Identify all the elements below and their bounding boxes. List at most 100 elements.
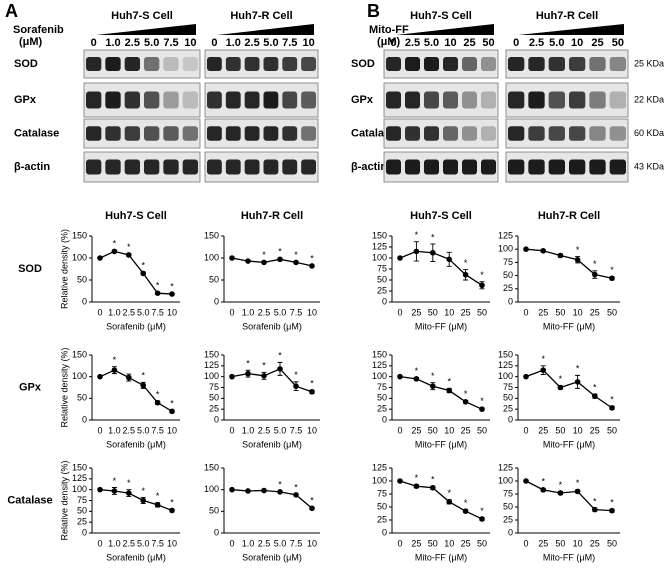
x-tick-label: 2.5 [123,425,136,435]
blot-band [182,91,198,109]
x-tick-label: 5.0 [137,538,150,548]
dose-label: 1.0 [226,37,241,49]
data-point [413,248,420,255]
significance-mark: * [576,245,580,255]
x-axis-label: Sorafenib (μM) [242,439,302,449]
blot-band [144,91,160,109]
size-label: 25 KDa [634,58,664,68]
data-line [525,480,613,512]
blot-background [83,151,201,183]
y-tick-label: 100 [72,371,87,381]
significance-mark: * [156,491,160,501]
y-tick-label: 25 [503,514,513,524]
cell-header: Huh7-R Cell [536,10,598,22]
size-label: 22 KDa [634,94,664,104]
y-tick-label: 100 [372,371,387,381]
significance-mark: * [278,479,282,489]
dose-label: 7.5 [282,37,297,49]
blot-band [609,159,626,175]
dose-label: 5.0 [144,37,159,49]
y-tick-label: 125 [372,241,387,251]
blot-band [244,91,260,109]
data-point [140,382,146,389]
significance-mark: * [278,351,282,361]
blot-band [508,91,525,109]
significance-mark: * [310,378,314,388]
blot-band [424,91,439,109]
blot-band [225,159,241,175]
significance-mark: * [310,253,314,263]
blot-background [383,49,499,79]
x-tick-label: 0 [97,425,102,435]
significance-mark: * [610,497,614,507]
x-tick-label: 10 [307,307,317,317]
blot-background [204,151,319,183]
y-tick-label: 50 [503,501,513,511]
data-point [245,258,251,264]
y-tick-label: 100 [204,252,219,262]
blot-band [508,57,525,71]
significance-mark: * [170,498,174,508]
blot-band [182,159,198,175]
data-point [261,373,267,379]
significance-mark: * [593,496,597,506]
y-tick-label: 0 [382,296,387,306]
blot-band [462,126,477,141]
size-label: 60 KDa [634,128,664,138]
significance-mark: * [262,250,266,260]
data-point [126,374,132,381]
x-tick-label: 25 [411,307,421,317]
y-tick-label: 25 [377,285,387,295]
significance-mark: * [246,359,250,369]
dose-wedge [217,24,314,35]
dose-label: 1.0 [105,37,120,49]
significance-mark: * [415,366,419,376]
significance-mark: * [464,258,468,268]
significance-mark: * [278,246,282,256]
y-tick-label: 125 [372,462,387,472]
blot-band [481,91,496,109]
blot-band [124,159,140,175]
x-axis-label: Sorafenib (μM) [242,321,302,331]
chart-title: Huh7-S Cell [105,210,167,222]
x-tick-label: 1.0 [108,307,121,317]
data-point [169,408,175,415]
x-tick-label: 25 [538,307,548,317]
data-point [479,516,485,522]
y-tick-label: 50 [209,393,219,403]
blot-band [282,159,298,175]
y-tick-label: 0 [82,414,87,424]
x-tick-label: 0 [523,425,528,435]
data-line [231,489,313,509]
y-tick-label: 100 [204,484,219,494]
y-tick-label: 75 [377,382,387,392]
data-point [126,252,132,258]
y-tick-label: 75 [503,488,513,498]
x-tick-label: 10 [167,538,177,548]
data-point [154,290,161,297]
blot-band [609,57,626,71]
x-tick-label: 50 [607,538,617,548]
data-point [609,405,615,411]
significance-mark: * [294,370,298,380]
blot-background [204,49,319,79]
blot-band [105,91,121,109]
significance-mark: * [127,478,131,488]
significance-mark: * [464,498,468,508]
blot-band [207,91,222,109]
cell-header: Huh7-S Cell [410,10,472,22]
blot-band [263,57,279,71]
protein-label: SOD [14,58,38,70]
x-tick-label: 7.5 [290,425,303,435]
data-point [126,490,132,496]
x-tick-label: 10 [573,307,583,317]
blot-band [105,159,121,175]
y-tick-label: 150 [498,349,513,359]
dose-label: 2.5 [125,37,140,49]
blot-band [528,57,545,71]
y-tick-label: 75 [503,382,513,392]
blot-band [207,159,222,175]
significance-mark: * [559,374,563,384]
data-point [111,488,118,494]
blot-band [263,91,279,109]
